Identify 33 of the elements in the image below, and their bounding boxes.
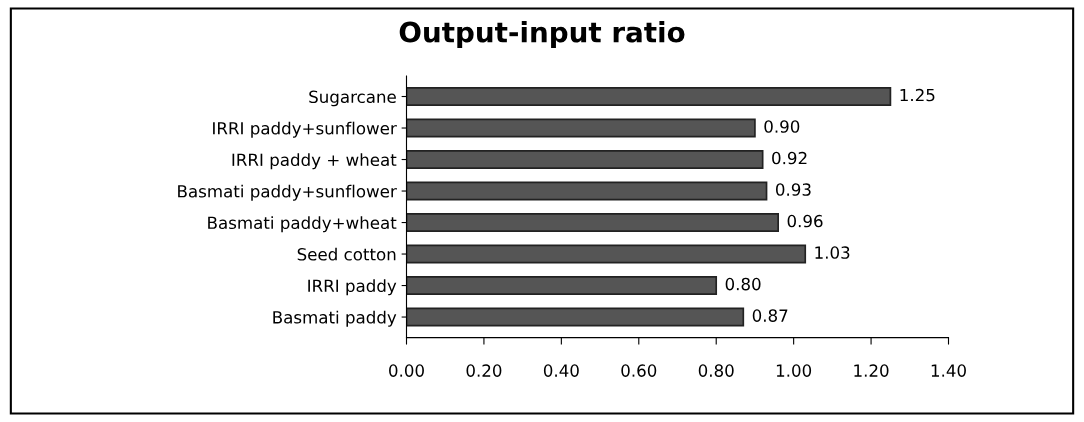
y-tick-label: Basmati paddy+wheat	[208, 216, 397, 233]
data-label: 0.96	[787, 214, 823, 228]
bar	[406, 118, 756, 138]
data-label: 0.87	[752, 309, 788, 322]
y-tick-label: IRRI paddy + wheat	[232, 153, 397, 170]
bar	[406, 87, 892, 107]
x-tick-label: 1.00	[776, 364, 812, 377]
y-tick-label: Seed cotton	[297, 247, 396, 261]
bar	[406, 213, 779, 233]
x-tick-label: 0.20	[466, 364, 502, 377]
y-tick-label: IRRI paddy+sunflower	[213, 121, 397, 138]
data-label: 0.90	[764, 120, 800, 133]
data-label: 0.92	[772, 151, 807, 165]
bar	[406, 150, 764, 170]
y-tick-label: Basmati paddy	[273, 310, 397, 327]
y-tick-label: IRRI paddy	[308, 279, 397, 296]
x-tick-label: 1.40	[931, 364, 966, 377]
y-tick-label: Basmati paddy+sunflower	[178, 184, 397, 201]
bar	[406, 276, 718, 296]
data-label: 1.03	[815, 246, 850, 259]
x-tick-label: 0.80	[698, 364, 734, 377]
x-tick-label: 0.00	[389, 364, 424, 377]
x-tick-label: 1.20	[854, 364, 889, 377]
data-label: 0.93	[775, 183, 811, 196]
bar	[406, 244, 807, 264]
x-tick-label: 0.60	[621, 364, 657, 377]
data-label: 0.80	[725, 277, 761, 291]
x-tick-label: 0.40	[543, 364, 579, 377]
bar	[406, 307, 745, 327]
y-tick-label: Sugarcane	[309, 90, 396, 107]
chart-title: Output-input ratio	[399, 21, 685, 48]
data-label: 1.25	[900, 88, 935, 102]
bar	[406, 181, 768, 201]
